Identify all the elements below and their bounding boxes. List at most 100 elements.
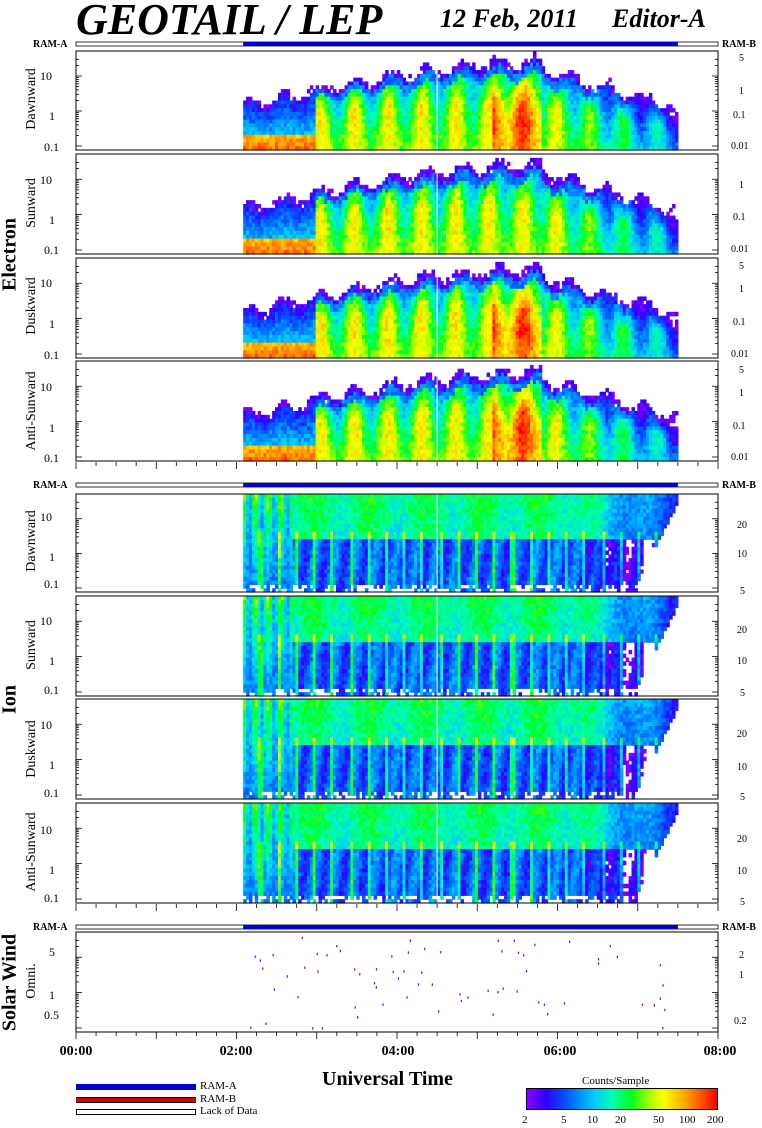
tick-right: 5 (739, 261, 744, 272)
tick-left: 0.5 (44, 1008, 59, 1023)
tick-left: 0.1 (44, 243, 59, 258)
panel-label-i-anti-sunward: Anti-Sunward (24, 802, 40, 902)
tick-right: 2 (739, 950, 744, 961)
heatmap-ion-anti (243, 803, 678, 904)
tick-right: 1 (739, 970, 744, 981)
panel-label-i-sunward: Sunward (24, 595, 40, 695)
tick-right: 10 (737, 656, 747, 667)
legend-ram-b-swatch (76, 1097, 196, 1103)
tick-right: 5 (740, 792, 745, 803)
tick-right: 0.01 (731, 141, 749, 152)
tick-right: 0.1 (733, 421, 746, 432)
tick-left: 0.1 (44, 577, 59, 592)
time-ticks-electron (76, 462, 718, 469)
tick-left: 0.1 (44, 348, 59, 363)
tick-right: 0.1 (733, 317, 746, 328)
ram-b-label-electron: RAM-B (722, 39, 756, 50)
tick-left: 10 (40, 718, 52, 733)
legend-ram-b-label: RAM-B (200, 1093, 236, 1105)
tick-right: 10 (737, 866, 747, 877)
tick-left: 0.1 (44, 786, 59, 801)
tick-right: 20 (737, 625, 747, 636)
tick-right: 1 (739, 180, 744, 191)
panel-label-i-dawnward: Dawnward (24, 491, 40, 591)
heatmap-ion-sun (243, 596, 678, 697)
ram-b-label-sw: RAM-B (722, 922, 756, 933)
heatmap-electron-dawn (243, 51, 678, 151)
tick-left: 1 (49, 863, 55, 878)
panel-label-e-duskward: Duskward (24, 256, 40, 356)
tick-right: 5 (739, 53, 744, 64)
x-tick-label: 04:00 (368, 1044, 428, 1060)
tick-right: 20 (737, 834, 747, 845)
x-tick-label: 08:00 (690, 1044, 750, 1060)
tick-right: 1 (739, 388, 744, 399)
tick-left: 0.1 (44, 451, 59, 466)
tick-right: 0.01 (731, 349, 749, 360)
tick-right: 0.01 (731, 244, 749, 255)
panel-label-e-anti-sunward: Anti-Sunward (24, 361, 40, 461)
ram-b-label-ion: RAM-B (722, 480, 756, 491)
group-label-electron: Electron (0, 215, 22, 295)
panel-solar-wind-omni (76, 932, 718, 1032)
tick-left: 0.1 (44, 140, 59, 155)
colorbar-tick: 10 (587, 1114, 598, 1126)
heatmap-solar-wind-omni (250, 937, 665, 1030)
tick-right: 0.01 (731, 452, 749, 463)
heatmap-electron-dusk (243, 258, 678, 359)
tick-left: 10 (40, 69, 52, 84)
tick-left: 10 (40, 173, 52, 188)
tick-left: 10 (40, 510, 52, 525)
ram-bar-ion-ram-a (243, 483, 678, 487)
tick-left: 1 (49, 213, 55, 228)
colorbar-tick: 5 (561, 1114, 567, 1126)
tick-right: 5 (740, 586, 745, 597)
x-axis-title: Universal Time (322, 1068, 453, 1091)
panel-label-i-duskward: Duskward (24, 699, 40, 799)
colorbar-tick: 20 (615, 1114, 626, 1126)
tick-left: 1 (49, 421, 55, 436)
tick-left: 1 (49, 550, 55, 565)
tick-left: 10 (40, 823, 52, 838)
time-ticks-ion (76, 904, 718, 911)
x-tick-label: 00:00 (46, 1044, 106, 1060)
heatmap-electron-anti (243, 361, 678, 462)
tick-left: 0.1 (44, 891, 59, 906)
tick-left: 1 (49, 758, 55, 773)
tick-right: 5 (740, 688, 745, 699)
heatmap-electron-sun (243, 154, 678, 255)
yticks-solar-wind (76, 940, 718, 1028)
tick-right: 5 (740, 897, 745, 908)
ram-bar-sw-ram-a (243, 925, 678, 929)
colorbar-tick: 2 (522, 1114, 528, 1126)
tick-left: 1 (49, 109, 55, 124)
group-label-ion: Ion (0, 660, 22, 740)
tick-right: 5 (739, 365, 744, 376)
tick-left: 1 (49, 988, 55, 1003)
tick-left: 10 (40, 614, 52, 629)
tick-right: 10 (737, 762, 747, 773)
x-tick-label: 02:00 (206, 1044, 266, 1060)
tick-right: 0.1 (733, 212, 746, 223)
colorbar-tick: 100 (679, 1114, 696, 1126)
tick-left: 1 (49, 317, 55, 332)
tick-left: 10 (40, 380, 52, 395)
panel-label-e-sunward: Sunward (24, 153, 40, 253)
colorbar-tick: 50 (653, 1114, 664, 1126)
heatmap-ion-dawn (243, 494, 678, 593)
ram-bar-electron-ram-a (243, 42, 678, 46)
heatmap-ion-dusk (243, 699, 678, 800)
tick-right: 20 (737, 520, 747, 531)
colorbar (526, 1088, 718, 1110)
tick-left: 1 (49, 654, 55, 669)
legend-lack-swatch (76, 1109, 196, 1115)
group-label-solar-wind: Solar Wind (0, 923, 22, 1043)
tick-right: 1 (739, 86, 744, 97)
tick-right: 0.1 (733, 110, 746, 121)
ram-a-label-ion: RAM-A (33, 480, 67, 491)
x-tick-label: 06:00 (530, 1044, 590, 1060)
tick-right: 1 (739, 284, 744, 295)
colorbar-title: Counts/Sample (582, 1075, 649, 1087)
tick-right: 20 (737, 729, 747, 740)
tick-right: 10 (737, 549, 747, 560)
